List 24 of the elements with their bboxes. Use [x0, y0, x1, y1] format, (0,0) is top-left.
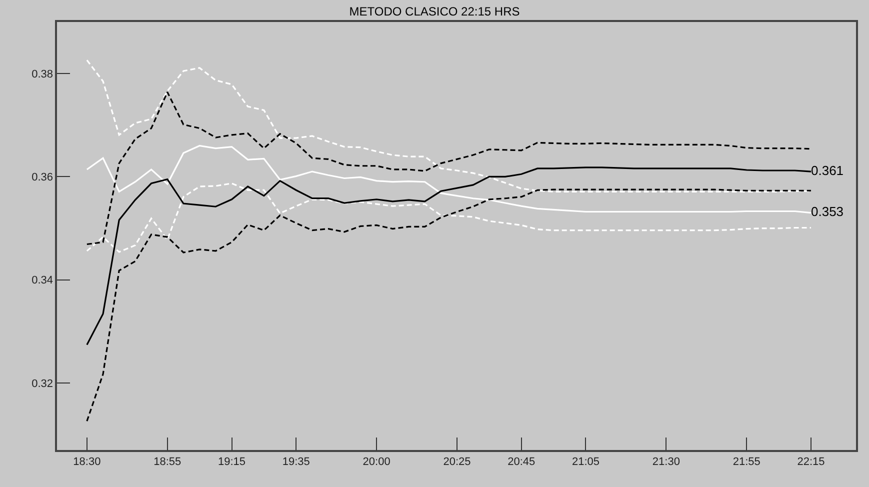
- line-series: [86, 59, 812, 192]
- chart-title: METODO CLASICO 22:15 HRS: [349, 4, 520, 19]
- line-series: [86, 144, 812, 214]
- line-series: [86, 91, 812, 246]
- x-tick-label: 21:30: [652, 456, 680, 468]
- x-tick-label: 18:30: [73, 456, 101, 468]
- line-series: [86, 182, 812, 253]
- y-tick-label: 0.36: [32, 172, 54, 184]
- x-tick-label: 20:00: [362, 456, 390, 468]
- x-tick-label: 21:05: [572, 456, 600, 468]
- line-series: [86, 188, 812, 422]
- line-series: [86, 166, 812, 346]
- x-tick-label: 19:15: [218, 456, 246, 468]
- y-tick-label: 0.34: [32, 274, 54, 287]
- x-tick-label: 19:35: [282, 456, 310, 468]
- x-tick-label: 20:25: [443, 456, 471, 468]
- y-tick-label: 0.32: [32, 378, 54, 390]
- x-tick-label: 20:45: [508, 456, 536, 468]
- x-tick-label: 21:55: [732, 456, 760, 468]
- x-tick-label: 18:55: [154, 456, 182, 468]
- data-label: 0.353: [811, 204, 844, 220]
- y-tick-label: 0.38: [32, 68, 54, 80]
- x-tick-label: 22:15: [797, 456, 825, 468]
- data-label: 0.361: [811, 162, 844, 178]
